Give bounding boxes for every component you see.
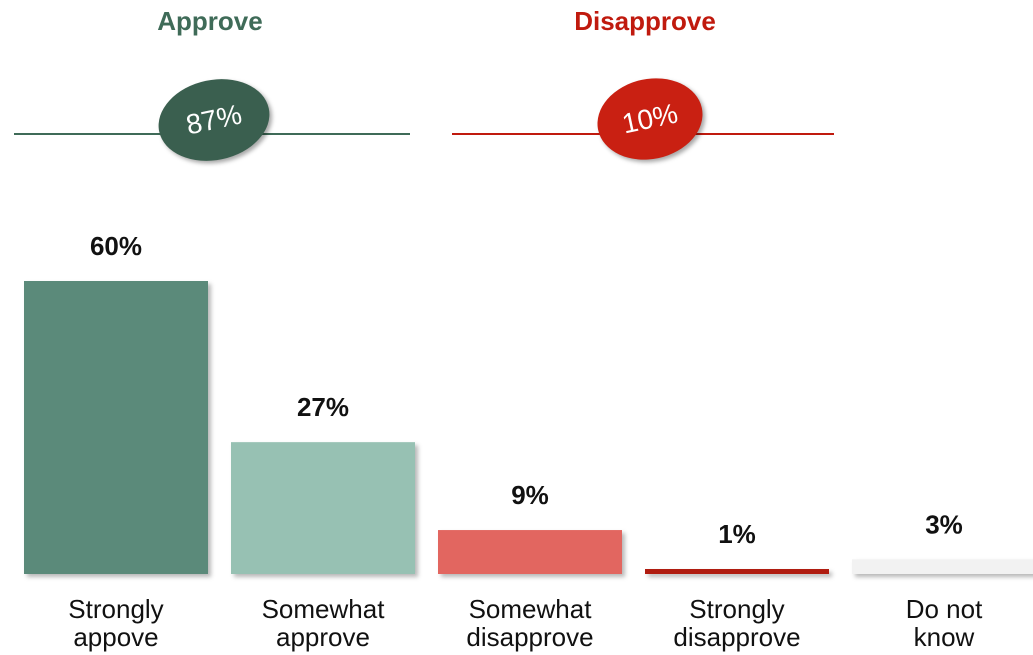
value-label-1: 27% bbox=[297, 392, 349, 422]
bar-4 bbox=[852, 559, 1033, 574]
disapprove-title: Disapprove bbox=[574, 6, 716, 36]
value-label-3: 1% bbox=[718, 519, 756, 549]
value-label-4: 3% bbox=[925, 509, 963, 539]
category-label-4: Do not know bbox=[906, 594, 983, 652]
category-label-2: Somewhat disapprove bbox=[466, 594, 593, 652]
bar-0 bbox=[24, 281, 208, 574]
approve-title: Approve bbox=[157, 6, 263, 36]
bar-1 bbox=[231, 442, 415, 574]
category-label-1: Somewhat approve bbox=[262, 594, 386, 652]
category-label-0: Strongly appove bbox=[68, 594, 163, 652]
category-label-3: Strongly disapprove bbox=[673, 594, 800, 652]
bar-2 bbox=[438, 530, 622, 574]
bar-3 bbox=[645, 569, 829, 574]
value-label-2: 9% bbox=[511, 480, 549, 510]
value-label-0: 60% bbox=[90, 231, 142, 261]
